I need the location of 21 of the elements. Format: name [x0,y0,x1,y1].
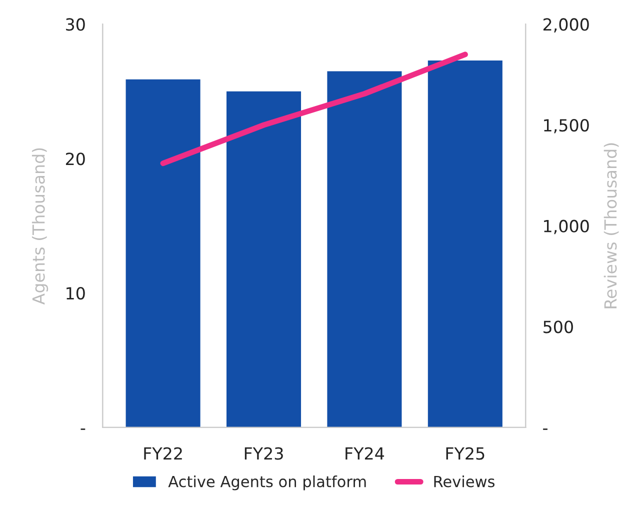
y-axis-title: Agents (Thousand) [32,148,48,305]
y-tick-label: 30 [66,18,85,31]
x-tick-label: FY22 [144,447,182,460]
y2-tick-label: - [543,428,548,430]
bar [126,79,200,428]
x-tick-label: FY25 [446,447,484,460]
bar [226,91,302,428]
y2-tick-label: 2,000 [543,18,589,32]
legend-label: Active Agents on platform [168,475,366,490]
bar [428,60,502,428]
y2-tick-label: 1,500 [544,118,589,134]
y2-tick-label: 1,000 [544,220,589,234]
y2-axis-title: Reviews (Thousand) [604,143,619,308]
y-tick-label: 10 [66,286,85,300]
legend-label: Reviews [434,475,494,488]
bar [327,71,402,428]
x-tick-label: FY24 [346,447,384,460]
y2-tick-label: 500 [544,320,573,334]
y-tick-label: - [80,428,86,430]
y-tick-label: 20 [66,152,85,166]
x-tick-label: FY23 [244,447,283,460]
